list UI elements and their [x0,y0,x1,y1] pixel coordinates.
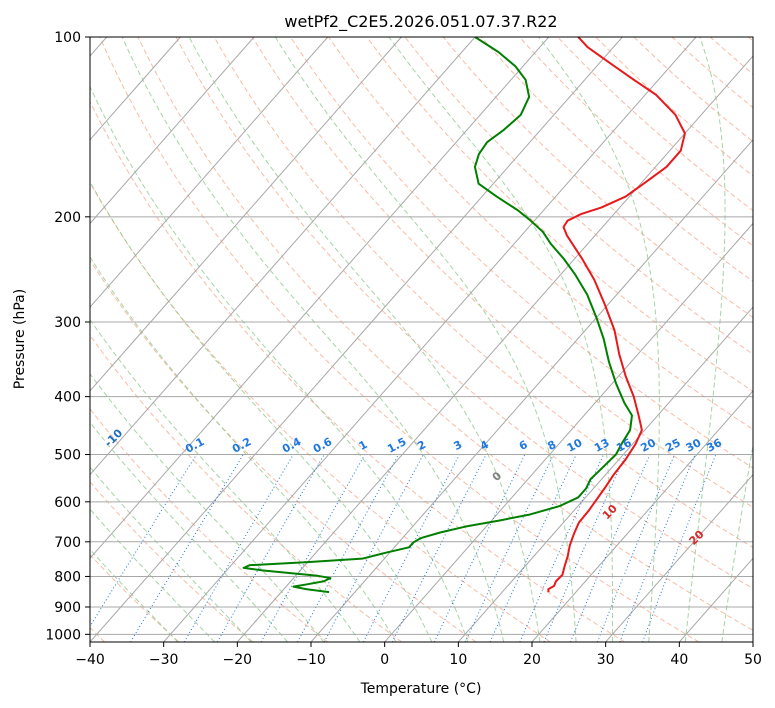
dry-adiabat-line [90,481,254,642]
dry-adiabat-line [251,37,753,508]
mixing-ratio-label: 10 [565,436,585,455]
y-tick-label: 600 [54,495,81,511]
x-axis-label: Temperature (°C) [360,681,482,697]
y-tick-label: 100 [54,30,81,46]
x-tick-label: −40 [75,652,105,668]
isotherm-line [90,37,181,141]
x-tick-label: 20 [523,652,541,668]
y-tick-label: 500 [54,448,81,464]
mixing-ratio-line [297,454,399,642]
moist-adiabat-line [90,180,433,642]
isotherm-line [90,37,255,225]
x-tick-label: 50 [744,652,762,668]
moist-adiabat-line [90,508,216,642]
x-tick-label: 40 [670,652,688,668]
dry-adiabat-line [213,37,753,549]
isotherm-line [457,306,753,642]
mixing-ratio-label: 16 [614,436,634,455]
plot-frame [89,36,754,643]
moist-adiabat-line [90,373,325,642]
y-tick-label: 400 [54,390,81,406]
temperature-profile [547,37,686,593]
isotherm-line [384,222,753,642]
moist-adiabat-line [90,318,361,642]
moist-adiabat-line [90,421,288,642]
isotherm-line [90,37,476,476]
dry-adiabat-line [328,37,753,430]
x-tick-label: −30 [149,652,179,668]
mixing-ratio-line [596,454,676,642]
isotherm-line [90,37,550,560]
mixing-ratio-label: 13 [592,436,612,455]
moist-adiabat-line [90,548,179,642]
mixing-ratio-label: 25 [663,436,683,455]
dry-adiabat-line [175,37,753,590]
y-axis-label: Pressure (hPa) [12,289,28,389]
x-tick-label: 10 [449,652,467,668]
y-tick-label: 900 [54,600,81,616]
mixing-ratio-label: 30 [684,436,704,455]
dry-adiabat-line [90,259,477,642]
x-tick-label: −10 [296,652,326,668]
moist-adiabat-line [90,85,469,642]
mixing-ratio-line [464,454,554,642]
isotherm-line [90,37,623,642]
y-tick-label: 200 [54,210,81,226]
mixing-ratio-line [569,454,651,642]
y-tick-label: 700 [54,535,81,551]
dry-adiabat-line [290,37,753,469]
mixing-ratio-line [433,454,526,642]
isotherm-line [605,473,753,642]
isotherm-line [310,138,753,642]
mixing-ratio-line [619,454,696,642]
isotherm-line [90,37,329,308]
dry-adiabat-line [99,37,700,642]
dry-adiabat-line [90,408,328,642]
isotherm-line [236,55,753,642]
pressure-grid [90,37,753,635]
chart-title: wetPf2_C2E5.2026.051.07.37.R22 [284,12,557,32]
profiles [242,37,686,594]
y-tick-label: 800 [54,569,81,585]
dry-adiabat-line [137,37,753,632]
y-tick-label: 1000 [45,627,81,643]
background-lines [90,37,753,642]
dry-adiabat-line [90,100,625,642]
isotherm-line [90,37,402,392]
mixing-ratio-line [642,454,717,642]
dry-adiabat-line [442,37,753,319]
x-tick-label: 0 [380,652,389,668]
moist-adiabat-line [684,37,726,642]
dry-adiabat-line [90,334,403,642]
mixing-ratio-line [543,454,627,642]
moist-adiabat-line [90,466,252,642]
axes: −40 −30 −20 −10 0 10 20 30 40 50 100 200 300 400 500 60… [45,30,762,668]
isotherm-line [163,37,697,642]
mixing-ratio-label: 20 [638,436,658,455]
x-tick-label: 30 [597,652,615,668]
x-tick-label: −20 [223,652,253,668]
mixing-ratio-line [489,454,577,642]
moist-adiabat-line [90,256,397,642]
isotherm-line [531,390,753,642]
moist-adiabat-line [538,37,660,642]
dewpoint-profile [242,37,633,594]
mixing-ratio-line [519,454,605,642]
y-tick-label: 300 [54,315,81,331]
mixing-ratio-label: 36 [704,436,724,455]
moist-adiabat-line [274,37,577,642]
mixing-ratio-line [260,454,366,642]
moist-adiabat-line [121,37,505,642]
